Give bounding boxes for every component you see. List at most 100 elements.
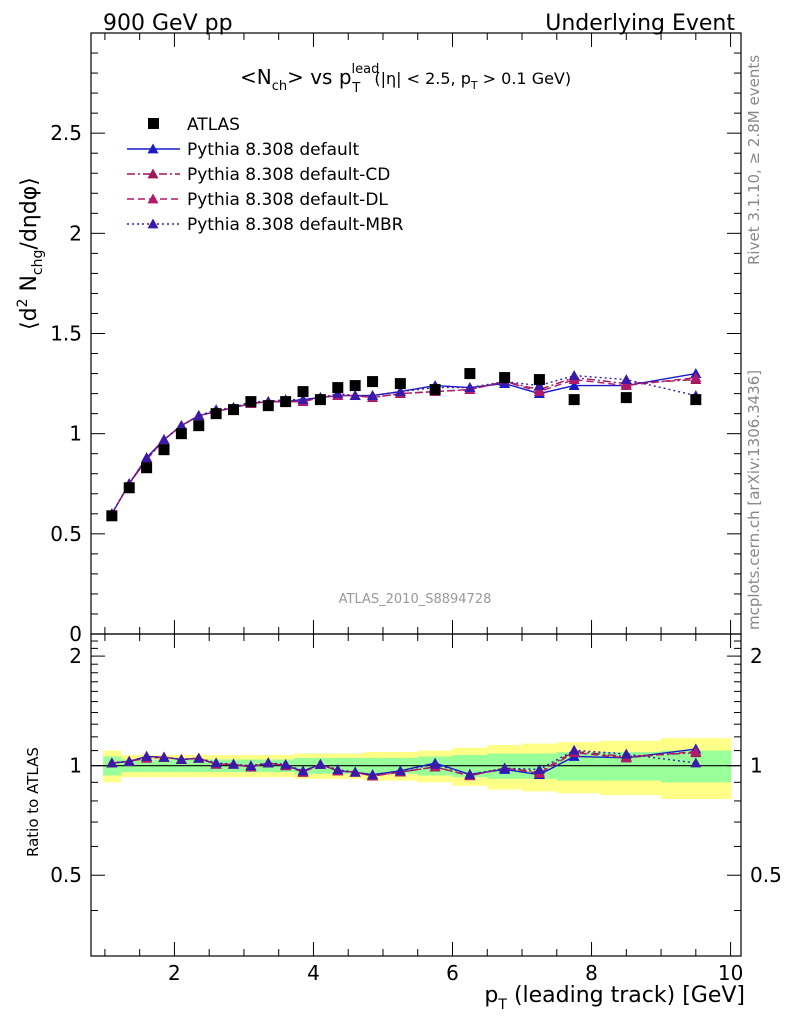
series-point-top xyxy=(464,382,476,392)
atlas-point xyxy=(297,386,309,398)
atlas-point xyxy=(349,380,361,392)
legend-label: Pythia 8.308 default-CD xyxy=(187,165,390,185)
y-tick-label-ratio: 2 xyxy=(69,644,82,668)
series-point-ratio xyxy=(332,764,344,774)
ratio-panel-frame xyxy=(90,633,742,957)
y-tick-label-top: 1 xyxy=(69,422,82,446)
atlas-point xyxy=(262,400,274,412)
legend-entry: Pythia 8.308 default-MBR xyxy=(127,215,404,235)
legend-marker xyxy=(147,143,159,154)
series-point-ratio xyxy=(262,757,274,768)
series-point-top xyxy=(568,370,580,380)
atlas-point xyxy=(367,376,379,388)
series-point-top xyxy=(568,380,580,390)
series-point-ratio xyxy=(141,750,153,761)
atlas-point xyxy=(280,396,292,408)
series-point-ratio xyxy=(193,752,205,763)
atlas-point xyxy=(228,404,240,416)
atlas-point xyxy=(533,374,545,386)
y-tick-label-top: 2 xyxy=(69,221,82,245)
header-right: Underlying Event xyxy=(545,11,735,36)
series-point-ratio xyxy=(123,755,135,766)
legend-marker xyxy=(147,218,159,229)
atlas-point xyxy=(175,428,187,440)
series-point-top xyxy=(367,390,379,401)
legend-entry: Pythia 8.308 default-CD xyxy=(127,165,390,185)
x-tick-label: 6 xyxy=(446,961,459,985)
series-point-ratio xyxy=(297,765,309,776)
series-point-ratio xyxy=(533,763,545,774)
legend-entry: Pythia 8.308 default xyxy=(127,140,360,160)
series-line-top xyxy=(111,376,696,515)
x-tick-label: 2 xyxy=(168,961,181,985)
legend: ATLAS Pythia 8.308 default Pythia 8.308 de… xyxy=(127,115,404,235)
x-tick-label: 8 xyxy=(585,961,598,985)
atlas-point xyxy=(210,408,222,420)
y-tick-label-ratio-right: 1 xyxy=(750,754,763,778)
legend-marker xyxy=(147,193,159,204)
series-point-ratio xyxy=(499,762,511,773)
ratio-panel-series xyxy=(106,743,702,781)
series-point-ratio xyxy=(314,758,326,769)
series-point-ratio xyxy=(394,765,406,776)
x-tick-label: 10 xyxy=(718,961,743,985)
analysis-watermark: ATLAS_2010_S8894728 xyxy=(339,592,492,607)
series-point-top xyxy=(193,410,205,421)
axes: 2 4 6 8 10 0 0.5 1 1.5 2 2.5 0.5 0.5 1 1 2 2 xyxy=(50,33,782,985)
series-point-top xyxy=(175,420,187,431)
legend-entry: ATLAS xyxy=(148,115,240,135)
series-point-ratio xyxy=(349,766,361,777)
series-point-top xyxy=(620,380,632,390)
legend-label: Pythia 8.308 default xyxy=(187,140,360,160)
legend-entry: Pythia 8.308 default-DL xyxy=(127,190,388,210)
legend-label: ATLAS xyxy=(187,115,240,135)
y-tick-label-top: 2.5 xyxy=(50,121,82,145)
series-point-ratio xyxy=(175,753,187,764)
series-point-ratio xyxy=(429,758,441,769)
atlas-point xyxy=(394,378,406,390)
y-tick-label-top: 0 xyxy=(69,622,82,646)
series-point-top xyxy=(620,374,632,384)
series-point-top xyxy=(141,452,153,463)
series-point-top xyxy=(533,386,545,396)
atlas-point xyxy=(314,394,326,406)
series-point-ratio xyxy=(245,760,257,771)
series-point-top xyxy=(349,390,361,401)
atlas-point xyxy=(141,462,153,474)
series-line-top xyxy=(111,376,696,515)
series-point-ratio xyxy=(690,745,702,756)
atlas-point xyxy=(499,372,511,384)
series-point-ratio xyxy=(210,757,222,768)
series-point-ratio xyxy=(690,757,702,768)
top-panel-series xyxy=(106,368,702,522)
atlas-point xyxy=(158,444,170,456)
series-point-ratio xyxy=(367,769,379,780)
atlas-point xyxy=(123,482,135,494)
rivet-label: Rivet 3.1.10, ≥ 2.8M events xyxy=(745,55,763,265)
y-tick-label-ratio-right: 2 xyxy=(750,644,763,668)
series-point-ratio xyxy=(228,758,240,769)
series-point-ratio xyxy=(568,744,580,755)
series-point-top xyxy=(297,394,309,405)
atlas-point xyxy=(245,396,257,408)
series-point-top xyxy=(158,434,170,445)
series-point-ratio xyxy=(106,757,118,768)
y-tick-label-ratio: 0.5 xyxy=(50,863,82,887)
y-tick-label-ratio: 1 xyxy=(69,754,82,778)
mcplots-label: mcplots.cern.ch [arXiv:1306.3436] xyxy=(745,370,763,630)
atlas-point xyxy=(106,510,118,522)
atlas-point xyxy=(690,394,702,406)
series-point-ratio xyxy=(280,758,292,769)
plot-title: <Nch> vs plead T(|η| < 2.5, pT > 0.1 GeV) xyxy=(240,62,571,96)
legend-marker xyxy=(147,168,159,179)
series-point-ratio xyxy=(158,751,170,762)
x-tick-label: 4 xyxy=(307,961,320,985)
legend-label: Pythia 8.308 default-DL xyxy=(187,190,388,210)
header-left: 900 GeV pp xyxy=(103,11,233,36)
atlas-point xyxy=(464,368,476,380)
atlas-point xyxy=(429,384,441,396)
y-tick-label-ratio-right: 0.5 xyxy=(750,863,782,887)
y-tick-label-top: 0.5 xyxy=(50,522,82,546)
series-point-ratio xyxy=(464,768,476,779)
